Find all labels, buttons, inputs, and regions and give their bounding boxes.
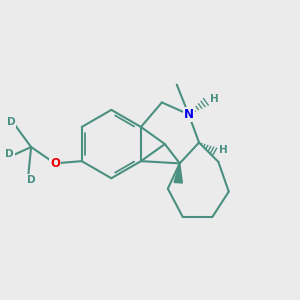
Text: D: D [27, 175, 35, 185]
Text: D: D [5, 149, 14, 160]
Text: D: D [7, 117, 16, 127]
Text: H: H [219, 145, 227, 155]
Text: H: H [210, 94, 219, 104]
Text: N: N [184, 108, 194, 121]
Text: O: O [50, 157, 60, 170]
Polygon shape [174, 164, 182, 183]
